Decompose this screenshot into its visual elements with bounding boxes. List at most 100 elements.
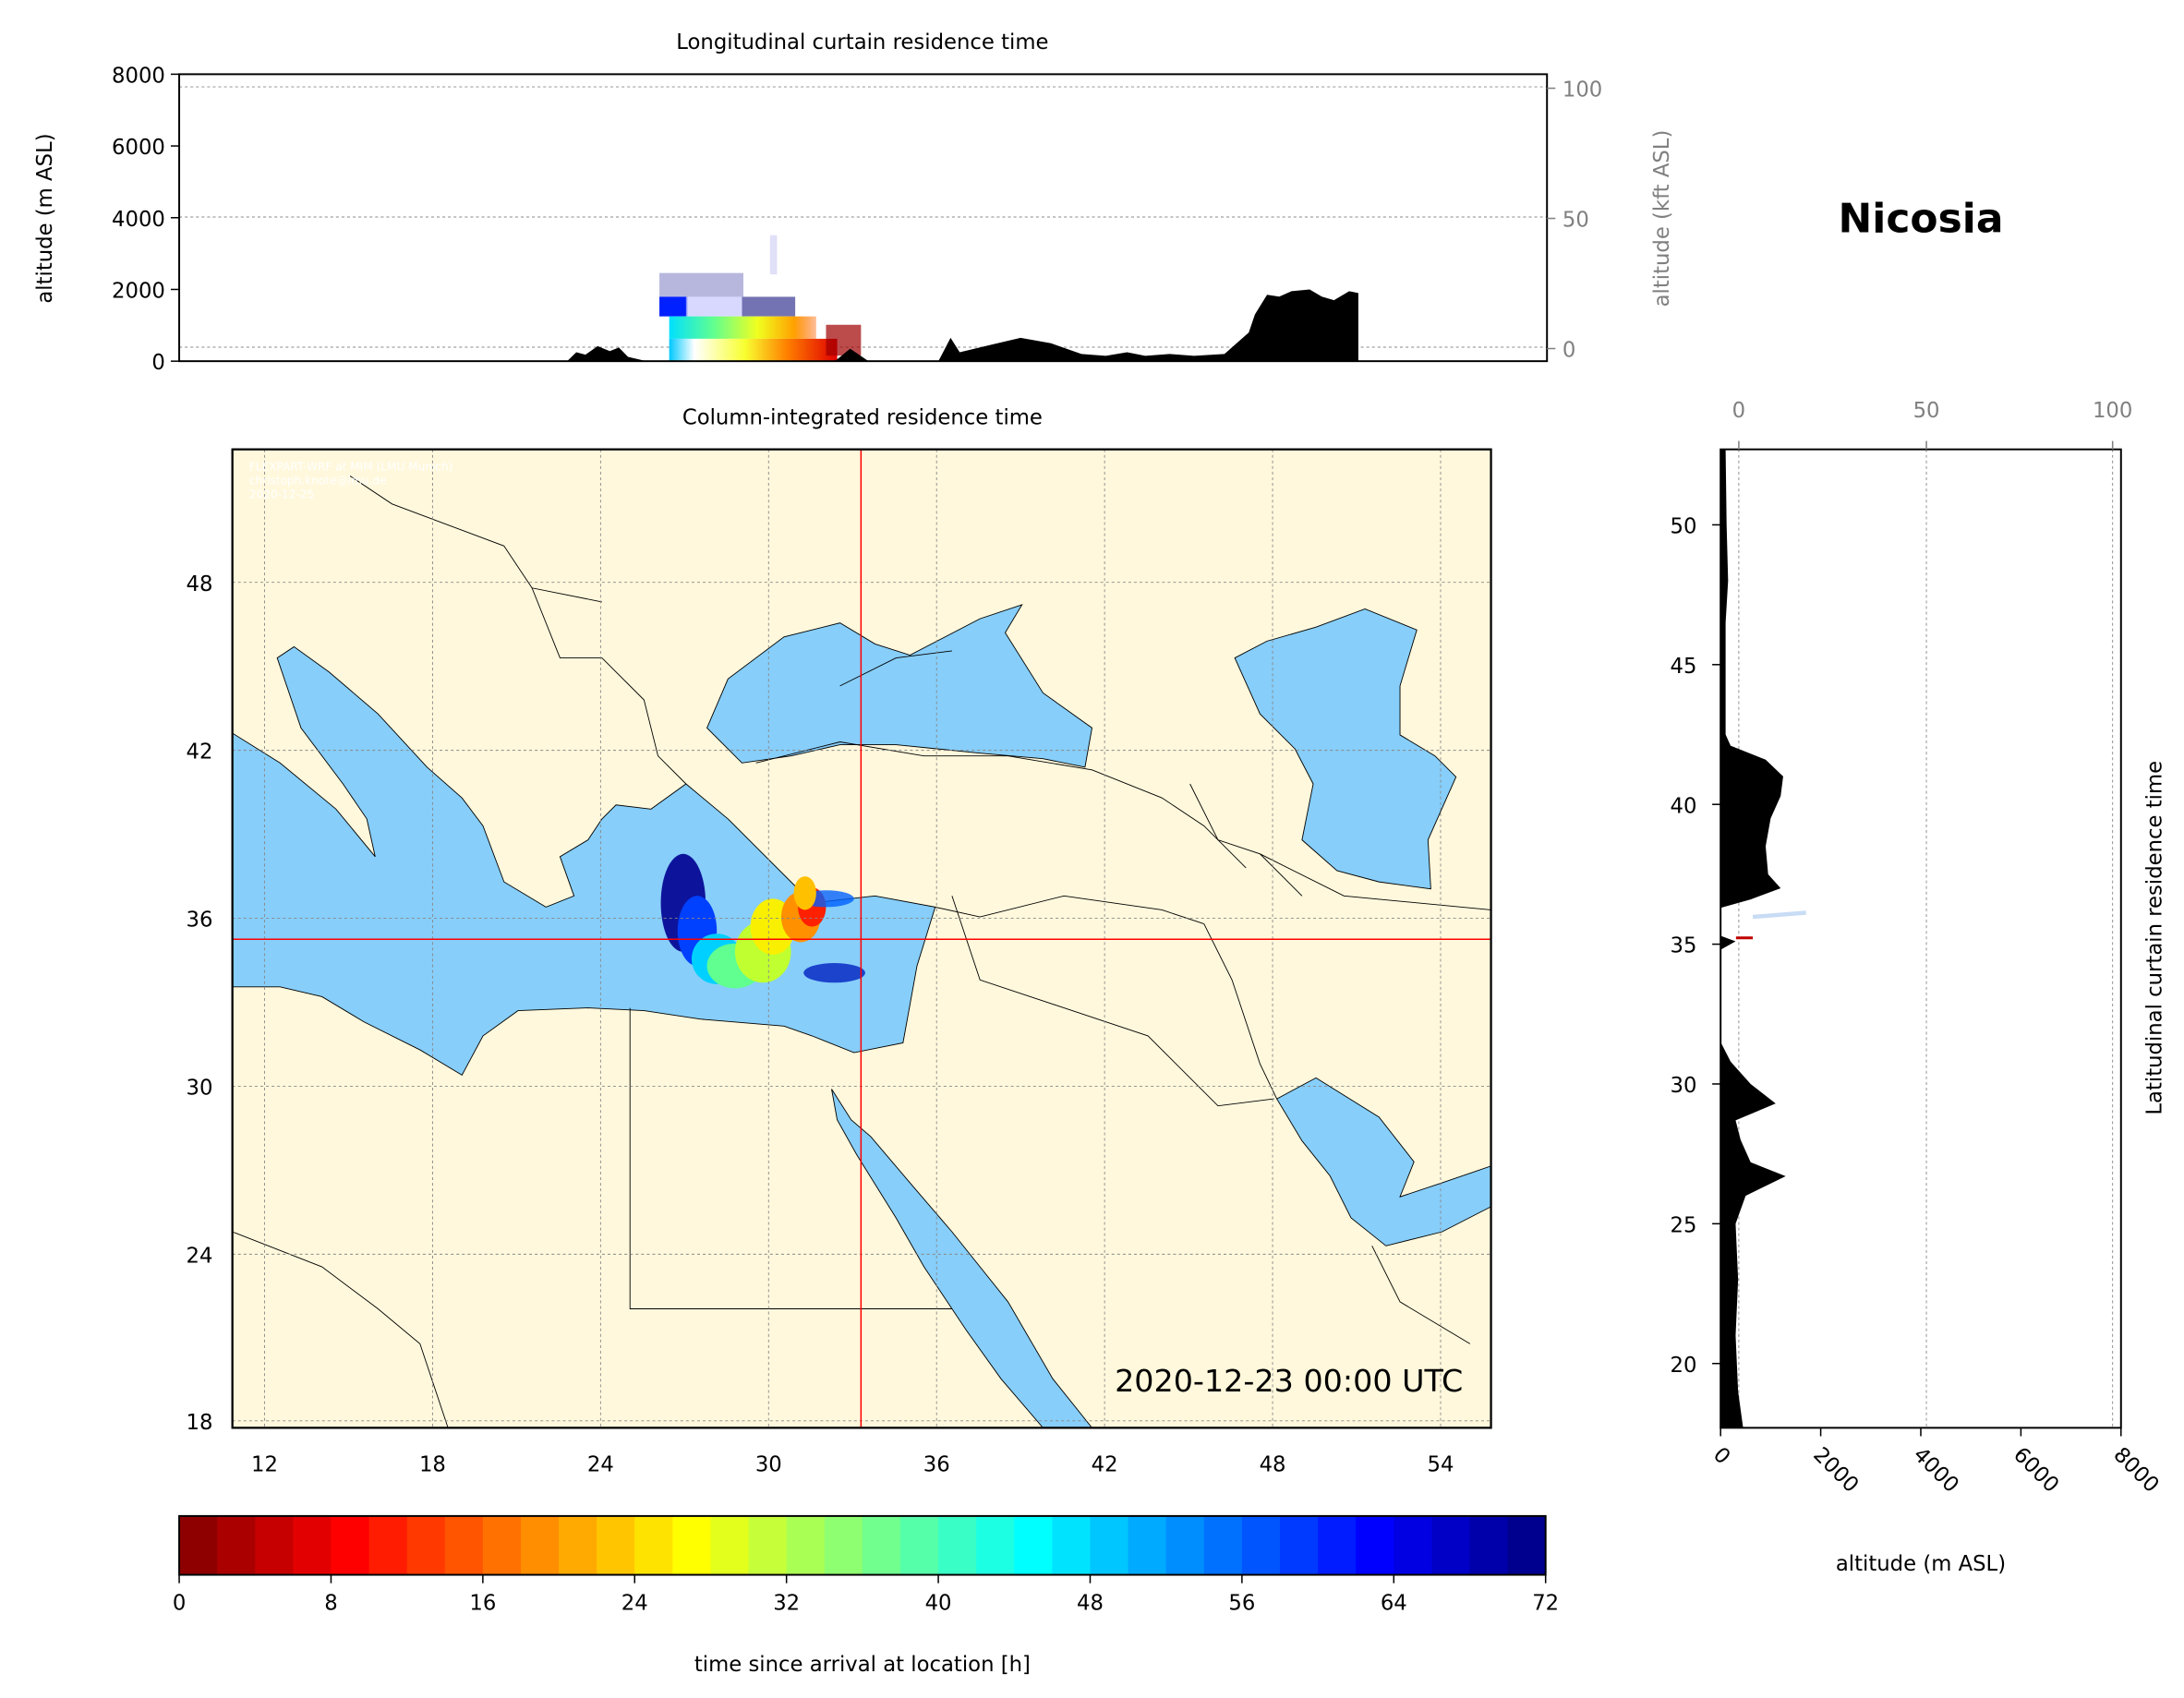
svg-text:54: 54	[1428, 1452, 1454, 1476]
colorbar-segment	[1469, 1515, 1509, 1575]
y-tick-label: 25	[1670, 1213, 1696, 1237]
map-timestamp: 2020-12-23 00:00 UTC	[1115, 1363, 1463, 1399]
y-tick-label: 0	[151, 351, 164, 375]
terrain-segment	[567, 345, 646, 362]
colorbar-segment	[255, 1515, 295, 1575]
terrain-segment	[835, 348, 869, 362]
x-tick-label-top: 100	[2093, 399, 2132, 423]
map-title: Column-integrated residence time	[682, 405, 1043, 429]
svg-text:FLEXPART-WRF at MIM (LMU Munic: FLEXPART-WRF at MIM (LMU Munich)	[249, 460, 453, 473]
colorbar-segment	[1203, 1515, 1243, 1575]
colorbar-segment	[672, 1515, 712, 1575]
y-tick-label: 4000	[112, 208, 165, 232]
colorbar-tick-label: 0	[173, 1591, 186, 1615]
column-map-panel: Column-integrated residence time	[186, 405, 1492, 1476]
longitudinal-ylabel: altitude (m ASL)	[33, 133, 57, 303]
svg-text:christoph.knote@lmu.de: christoph.knote@lmu.de	[249, 475, 387, 488]
longitudinal-terrain	[567, 289, 1358, 362]
colorbar-segment	[824, 1515, 863, 1575]
colorbar-segment	[1431, 1515, 1471, 1575]
longitudinal-plume	[659, 235, 862, 362]
latitudinal-x-ticks: 0 2000 4000 6000 8000	[1708, 1427, 2164, 1498]
colorbar-segment	[331, 1515, 370, 1575]
y-tick-label: 40	[1670, 794, 1696, 818]
svg-text:2020-12-25: 2020-12-25	[249, 488, 314, 501]
x-tick-label: 2000	[1808, 1443, 1863, 1498]
colorbar-segment	[179, 1515, 218, 1575]
y-tick-label-right: 100	[1563, 78, 1602, 102]
colorbar-segment	[976, 1515, 1016, 1575]
colorbar-segment	[748, 1515, 788, 1575]
map-y-ticks: 18 24 30 36 42 48	[186, 572, 212, 1435]
y-tick-label: 35	[1670, 934, 1696, 958]
colorbar-segment	[1394, 1515, 1433, 1575]
colorbar-segment	[1090, 1515, 1129, 1575]
svg-text:24: 24	[587, 1452, 614, 1476]
x-tick-label-top: 0	[1732, 399, 1745, 423]
colorbar-segment	[520, 1515, 560, 1575]
caspian-sea	[1234, 608, 1457, 890]
colorbar: 0 8 16 24 32 40 48 56 64 72 time since arrival at…	[173, 1514, 1559, 1677]
colorbar-segment	[1052, 1515, 1092, 1575]
terrain-profile	[1720, 449, 1786, 1428]
svg-text:30: 30	[755, 1452, 782, 1476]
colorbar-segment	[710, 1515, 750, 1575]
colorbar-segment	[368, 1515, 408, 1575]
colorbar-segment	[559, 1515, 597, 1575]
svg-text:48: 48	[1260, 1452, 1286, 1476]
colorbar-segment	[293, 1515, 332, 1575]
latitudinal-xlabel: altitude (m ASL)	[1836, 1552, 2006, 1576]
colorbar-segment	[406, 1515, 446, 1575]
longitudinal-y-ticks-right: 0 50 100	[1547, 78, 1602, 363]
colorbar-segment	[786, 1515, 826, 1575]
y-tick-label: 30	[1670, 1074, 1696, 1098]
colorbar-segment	[634, 1515, 674, 1575]
colorbar-segment	[482, 1515, 522, 1575]
colorbar-segment	[1507, 1515, 1547, 1575]
svg-text:36: 36	[186, 909, 212, 933]
longitudinal-y-ticks: 0 2000 4000 6000 8000	[112, 64, 180, 375]
colorbar-segment	[444, 1515, 484, 1575]
colorbar-segment	[597, 1515, 636, 1575]
x-tick-label: 8000	[2108, 1443, 2163, 1498]
colorbar-segment	[1279, 1515, 1319, 1575]
y-tick-label: 20	[1670, 1354, 1696, 1378]
svg-text:42: 42	[186, 741, 212, 765]
colorbar-tick-label: 40	[925, 1591, 952, 1615]
y-tick-label: 50	[1670, 515, 1696, 539]
colorbar-tick-label: 8	[324, 1591, 337, 1615]
latitudinal-title: Latitudinal curtain residence time	[2143, 761, 2167, 1115]
residence-time-plume	[660, 853, 865, 989]
colorbar-segment	[1165, 1515, 1205, 1575]
y-tick-label: 8000	[112, 64, 165, 88]
y-tick-label: 2000	[112, 280, 165, 304]
x-tick-label: 4000	[1909, 1443, 1963, 1498]
colorbar-tick-label: 16	[469, 1591, 496, 1615]
longitudinal-ylabel-right: altitude (kft ASL)	[1650, 130, 1674, 307]
colorbar-label: time since arrival at location [h]	[694, 1653, 1031, 1677]
latitudinal-y-ticks: 20 25 30 35 40 45 50	[1670, 515, 1721, 1378]
colorbar-segment	[1128, 1515, 1167, 1575]
colorbar-tick-label: 24	[621, 1591, 648, 1615]
longitudinal-title: Longitudinal curtain residence time	[676, 30, 1048, 54]
location-title: Nicosia	[1838, 196, 2003, 243]
colorbar-segment	[862, 1515, 901, 1575]
colorbar-tick-label: 72	[1532, 1591, 1559, 1615]
colorbar-ticks: 0 8 16 24 32 40 48 56 64 72	[173, 1574, 1559, 1615]
y-tick-label: 45	[1670, 655, 1696, 679]
svg-text:18: 18	[419, 1452, 446, 1476]
x-tick-label: 0	[1708, 1443, 1735, 1470]
black-sea	[706, 604, 1092, 768]
svg-text:48: 48	[186, 572, 212, 596]
x-tick-label: 6000	[2009, 1443, 2063, 1498]
colorbar-tick-label: 64	[1381, 1591, 1407, 1615]
svg-text:42: 42	[1092, 1452, 1118, 1476]
colorbar-tick-label: 56	[1228, 1591, 1255, 1615]
colorbar-segment	[1241, 1515, 1281, 1575]
longitudinal-curtain-panel: Longitudinal curtain residence time 0 200…	[33, 30, 1674, 375]
colorbar-segment	[217, 1515, 257, 1575]
latitudinal-x-ticks-top: 0 50 100	[1732, 399, 2132, 450]
colorbar-tick-label: 48	[1077, 1591, 1104, 1615]
